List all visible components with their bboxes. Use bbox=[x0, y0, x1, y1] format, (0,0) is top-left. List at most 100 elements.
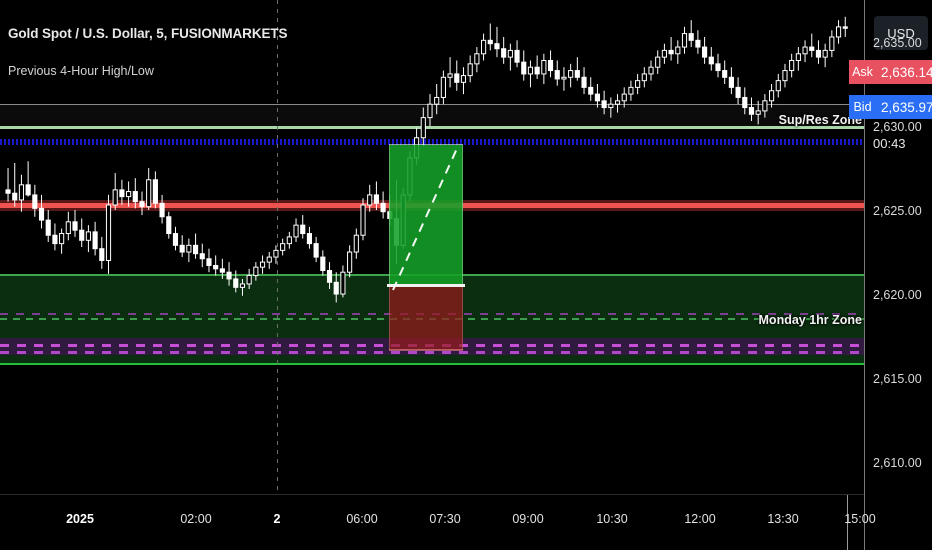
candle bbox=[487, 23, 493, 51]
candle bbox=[594, 84, 601, 108]
candle bbox=[501, 36, 507, 64]
candle bbox=[126, 181, 132, 207]
candle bbox=[52, 223, 58, 251]
candle bbox=[206, 248, 212, 273]
candle bbox=[454, 60, 460, 91]
price-tick: 2,610.00 bbox=[873, 455, 922, 470]
candle bbox=[259, 255, 266, 274]
ask-price-row[interactable]: Ask 2,636.14 bbox=[849, 60, 932, 84]
candle bbox=[434, 84, 440, 115]
candle bbox=[65, 211, 71, 241]
candle bbox=[146, 168, 152, 211]
position-tool-projection-line bbox=[392, 143, 460, 291]
position-tool-stop-line[interactable] bbox=[389, 349, 463, 351]
position-tool-target-line[interactable] bbox=[389, 144, 463, 145]
candle bbox=[822, 43, 828, 68]
candle bbox=[119, 179, 125, 205]
candle bbox=[635, 73, 641, 95]
candle bbox=[507, 43, 513, 71]
price-tick: 2,620.00 bbox=[873, 287, 922, 302]
candle bbox=[367, 184, 373, 212]
supres-zone-dotted-line bbox=[0, 139, 864, 145]
ask-price-value: 2,636.14 bbox=[876, 60, 932, 84]
monday-zone-bottom-line bbox=[0, 363, 864, 365]
candle bbox=[5, 168, 11, 202]
candle bbox=[360, 198, 366, 241]
chart-plot-area[interactable]: Sup/Res Zone Monday 1hr Zone bbox=[0, 0, 864, 494]
candle bbox=[347, 245, 353, 278]
candle bbox=[166, 211, 172, 239]
candle bbox=[574, 57, 580, 81]
candle bbox=[742, 87, 748, 115]
candle bbox=[219, 258, 225, 279]
candle bbox=[708, 47, 714, 71]
supres-zone-green-band bbox=[0, 126, 864, 129]
candle bbox=[353, 228, 359, 259]
candle bbox=[681, 26, 688, 54]
time-tick: 02:00 bbox=[180, 512, 212, 526]
candle bbox=[72, 210, 78, 237]
candle bbox=[782, 63, 788, 88]
candle bbox=[541, 53, 547, 85]
candle bbox=[769, 84, 775, 108]
candle bbox=[18, 174, 25, 212]
time-tick: 2 bbox=[273, 512, 281, 526]
ask-label: Ask bbox=[849, 60, 876, 84]
candle bbox=[59, 228, 65, 254]
candle bbox=[32, 184, 38, 217]
currency-badge[interactable]: USD bbox=[874, 16, 928, 50]
candle bbox=[608, 97, 614, 118]
candle bbox=[815, 40, 822, 64]
candle bbox=[789, 53, 795, 78]
purple-level-lower-line[interactable] bbox=[0, 351, 864, 354]
candle bbox=[12, 162, 18, 207]
candle bbox=[92, 221, 98, 256]
candle bbox=[661, 43, 667, 64]
candle bbox=[326, 262, 333, 290]
candle bbox=[527, 60, 534, 88]
candle bbox=[186, 238, 192, 263]
candle bbox=[755, 100, 761, 125]
candle bbox=[79, 218, 85, 247]
candle bbox=[614, 94, 621, 113]
candle bbox=[159, 194, 165, 224]
candle bbox=[748, 97, 755, 121]
candlestick-series bbox=[5, 16, 848, 303]
candle bbox=[427, 94, 433, 127]
candle bbox=[105, 194, 112, 274]
candle bbox=[313, 236, 319, 263]
candle bbox=[829, 30, 835, 58]
candle bbox=[521, 50, 527, 81]
bid-price-value: 2,635.97 bbox=[876, 95, 932, 119]
monday-zone-label: Monday 1hr Zone bbox=[758, 313, 862, 327]
candle bbox=[802, 40, 808, 63]
bid-price-row[interactable]: Bid 2,635.97 bbox=[849, 95, 932, 119]
candle bbox=[601, 90, 607, 115]
supres-zone-label: Sup/Res Zone bbox=[778, 113, 862, 127]
candle bbox=[99, 236, 105, 269]
session-separator-line bbox=[277, 0, 278, 494]
candle bbox=[320, 250, 326, 276]
candle bbox=[233, 270, 239, 293]
candle bbox=[835, 20, 842, 44]
candle bbox=[25, 161, 31, 197]
position-tool-entry-line[interactable] bbox=[387, 284, 465, 287]
time-tick: 13:30 bbox=[767, 512, 799, 526]
candle bbox=[440, 70, 446, 105]
candle bbox=[568, 63, 574, 88]
time-scale[interactable]: 2025 02:00 2 06:00 07:30 09:00 10:30 12:00 13:30… bbox=[0, 494, 876, 550]
candle bbox=[722, 60, 728, 85]
candle bbox=[306, 226, 313, 249]
position-tool-loss-zone[interactable] bbox=[389, 286, 463, 350]
price-scale[interactable]: USD 00:43 2,635.00 2,630.00 2,625.00 2,620.… bbox=[864, 0, 932, 550]
candle bbox=[38, 194, 45, 229]
candle bbox=[775, 73, 781, 98]
candle bbox=[340, 265, 346, 298]
candle bbox=[199, 243, 205, 268]
candle bbox=[447, 57, 453, 88]
time-tick: 07:30 bbox=[429, 512, 461, 526]
candle bbox=[286, 231, 292, 249]
candle bbox=[688, 20, 694, 48]
candle bbox=[467, 55, 473, 83]
candle bbox=[132, 178, 138, 209]
